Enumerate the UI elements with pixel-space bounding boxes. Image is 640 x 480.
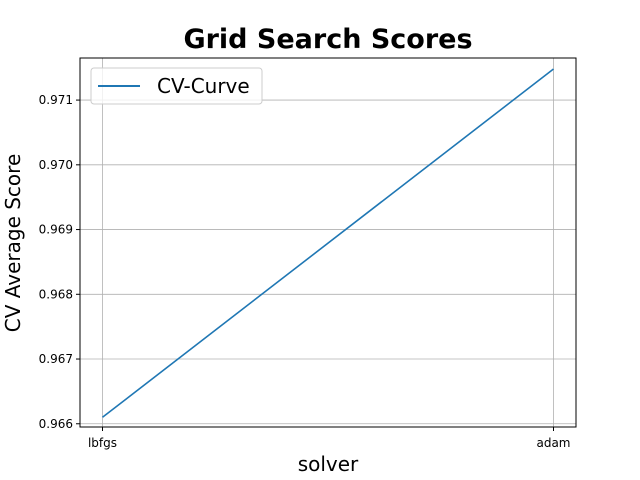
y-tick-label: 0.968	[39, 287, 73, 301]
plot-frame	[79, 57, 577, 428]
legend-box	[90, 67, 263, 105]
y-tick-label: 0.966	[39, 417, 73, 431]
series-line	[102, 68, 554, 418]
x-tick-label: lbfgs	[88, 436, 117, 450]
legend: CV-Curve	[90, 67, 263, 105]
ticks-layer: 0.966 0.967 0.968 0.969 0.970 0.971 lbfgs adam	[39, 93, 571, 450]
chart-title: Grid Search Scores	[183, 24, 472, 55]
y-tick-label: 0.969	[39, 223, 73, 237]
x-axis-label: solver	[298, 452, 359, 476]
y-tick-label: 0.971	[39, 93, 73, 107]
legend-label: CV-Curve	[157, 74, 250, 98]
y-axis-label: CV Average Score	[1, 154, 25, 333]
x-tick-label: adam	[536, 436, 570, 450]
y-tick-label: 0.967	[39, 352, 73, 366]
y-tick-label: 0.970	[39, 158, 73, 172]
series-layer	[102, 68, 554, 418]
